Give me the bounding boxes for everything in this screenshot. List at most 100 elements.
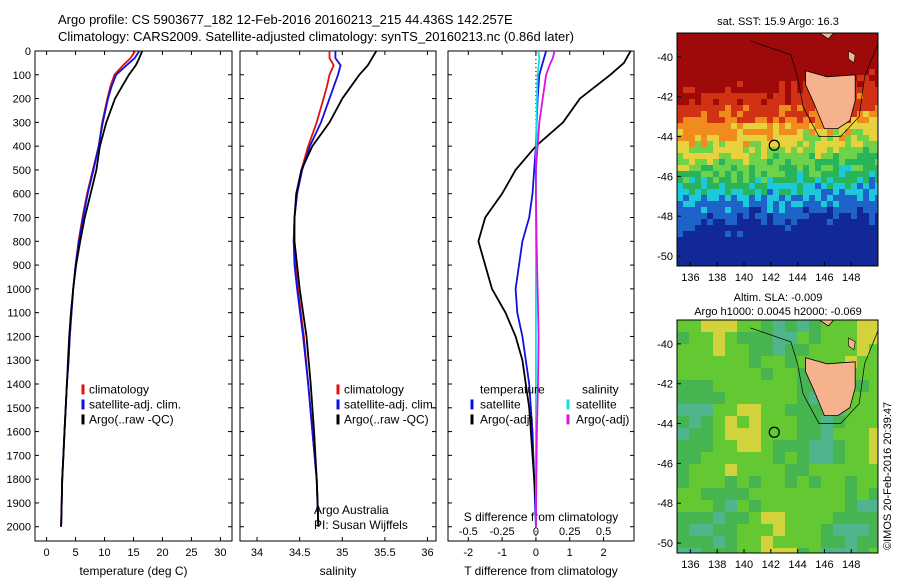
legend-label: satellite bbox=[576, 397, 617, 411]
y-tick-label: 100 bbox=[13, 70, 31, 82]
panel-salinity: 34 34.5 35 35.5 36 salinity climatologysatelli… bbox=[239, 50, 437, 578]
y-tick-label: 800 bbox=[13, 236, 31, 248]
x-tick-label: 10 bbox=[98, 547, 110, 559]
map-frame bbox=[676, 319, 879, 554]
legend-label: Argo(..raw -QC) bbox=[344, 412, 429, 426]
x-axis-label: temperature (deg C) bbox=[79, 564, 187, 578]
land-island bbox=[848, 50, 856, 64]
legend-title-salinity: salinity bbox=[582, 382, 619, 396]
panel-temperature: 0100200300400500600700800900100011001200… bbox=[7, 46, 233, 578]
panel-difference: -2 -1 0 1 2 T difference from climatology -0.5… bbox=[447, 50, 635, 578]
map-x-tick-label: 148 bbox=[842, 559, 860, 571]
map-frame bbox=[676, 32, 879, 267]
map-x-tick-label: 136 bbox=[681, 559, 699, 571]
legend-label: Argo(-adj) bbox=[576, 412, 629, 426]
y-tick-label: 1400 bbox=[7, 379, 31, 391]
y-tick-label: 1600 bbox=[7, 427, 31, 439]
land-island bbox=[848, 337, 856, 351]
s-tick-label: 0.25 bbox=[559, 526, 580, 538]
depth-contour bbox=[750, 327, 878, 424]
y-tick-label: 2000 bbox=[7, 522, 31, 534]
map-x-tick-label: 146 bbox=[815, 559, 833, 571]
x-tick-label: 36 bbox=[421, 547, 433, 559]
map-x-tick-label: 142 bbox=[762, 272, 780, 284]
map-x-tick-label: 142 bbox=[762, 559, 780, 571]
s-tick-label: 0.5 bbox=[596, 526, 611, 538]
plot-frame bbox=[239, 50, 437, 542]
land-mainland bbox=[783, 320, 835, 327]
argo-position-marker bbox=[768, 139, 780, 151]
x-tick-label: 30 bbox=[214, 547, 226, 559]
map-y-tick-label: -48 bbox=[657, 211, 673, 223]
legend-label: climatology bbox=[344, 382, 404, 396]
map-field bbox=[677, 33, 878, 266]
map-x-tick-label: 144 bbox=[788, 559, 806, 571]
legend-label: satellite-adj. clim. bbox=[344, 397, 436, 411]
s-tick-label: 0 bbox=[533, 526, 539, 538]
land-mainland bbox=[783, 33, 835, 40]
x-tick-label: 34 bbox=[251, 547, 263, 559]
x-tick-label: 0 bbox=[533, 547, 539, 559]
map-y-tick-label: -46 bbox=[657, 458, 673, 470]
x-axis-label: T difference from climatology bbox=[464, 564, 618, 578]
x-axis-label: salinity bbox=[320, 564, 357, 578]
map-x-tick-label: 148 bbox=[842, 272, 860, 284]
map-y-tick-label: -40 bbox=[657, 52, 673, 64]
legend-label: satellite bbox=[480, 397, 521, 411]
x-tick-label: 15 bbox=[127, 547, 139, 559]
land-tasmania bbox=[805, 357, 856, 417]
map-y-tick-label: -50 bbox=[657, 538, 673, 550]
legend-label: climatology bbox=[89, 382, 149, 396]
map-x-tick-label: 136 bbox=[681, 272, 699, 284]
legend-label: Argo(..raw -QC) bbox=[89, 412, 174, 426]
map-sst: -40 -42 -44 -46 -48 -50 136 138 140 142 144 146 148 bbox=[657, 32, 879, 284]
series-line-argo-raw-qc bbox=[60, 51, 144, 527]
y-tick-label: 200 bbox=[13, 94, 31, 106]
x-tick-label: 34.5 bbox=[289, 547, 310, 559]
plot-frame bbox=[447, 50, 635, 542]
imos-credit: ©IMOS 20-Feb-2016 20:39:47 bbox=[882, 402, 894, 550]
series-line-argo-raw-qc bbox=[293, 51, 378, 527]
land-tasmania bbox=[805, 70, 856, 130]
x-tick-label: -2 bbox=[463, 547, 473, 559]
map-x-tick-label: 146 bbox=[815, 272, 833, 284]
y-tick-label: 300 bbox=[13, 117, 31, 129]
map-y-tick-label: -50 bbox=[657, 251, 673, 263]
legend-title-temperature: temperature bbox=[480, 382, 545, 396]
s-axis-label: S difference from climatology bbox=[464, 510, 619, 524]
y-tick-label: 900 bbox=[13, 260, 31, 272]
y-tick-label: 1900 bbox=[7, 498, 31, 510]
map-y-tick-label: -40 bbox=[657, 339, 673, 351]
x-tick-label: 35 bbox=[336, 547, 348, 559]
sla-map-title-line1: Altim. SLA: -0.009 bbox=[734, 292, 823, 304]
depth-contour bbox=[750, 40, 878, 137]
x-tick-label: 25 bbox=[185, 547, 197, 559]
figure-title-line1: Argo profile: CS 5903677_182 12-Feb-2016… bbox=[58, 12, 513, 27]
x-tick-label: 35.5 bbox=[374, 547, 395, 559]
x-tick-label: 0 bbox=[44, 547, 50, 559]
s-tick-label: -0.25 bbox=[490, 526, 515, 538]
y-tick-label: 1800 bbox=[7, 474, 31, 486]
s-tick-label: -0.5 bbox=[459, 526, 478, 538]
y-tick-label: 700 bbox=[13, 213, 31, 225]
y-tick-label: 500 bbox=[13, 165, 31, 177]
map-x-tick-label: 138 bbox=[708, 272, 726, 284]
argo-position-marker bbox=[768, 426, 780, 438]
map-x-tick-label: 140 bbox=[735, 272, 753, 284]
legend-label: Argo(-adj) bbox=[480, 412, 533, 426]
credit-annotation: PI: Susan Wijffels bbox=[314, 518, 408, 532]
map-y-tick-label: -44 bbox=[657, 419, 673, 431]
series-line-temperature-argo-adj bbox=[477, 51, 632, 527]
y-tick-label: 1300 bbox=[7, 355, 31, 367]
figure-title-line2: Climatology: CARS2009. Satellite-adjuste… bbox=[58, 29, 574, 44]
map-x-tick-label: 140 bbox=[735, 559, 753, 571]
x-tick-label: 2 bbox=[601, 547, 607, 559]
credit-annotation: Argo Australia bbox=[314, 503, 389, 517]
y-tick-label: 1100 bbox=[7, 308, 31, 320]
map-y-tick-label: -42 bbox=[657, 92, 673, 104]
x-tick-label: 5 bbox=[72, 547, 78, 559]
plot-frame bbox=[34, 50, 233, 542]
series-line-salinity-argo-adj bbox=[535, 51, 556, 527]
x-tick-label: 1 bbox=[567, 547, 573, 559]
